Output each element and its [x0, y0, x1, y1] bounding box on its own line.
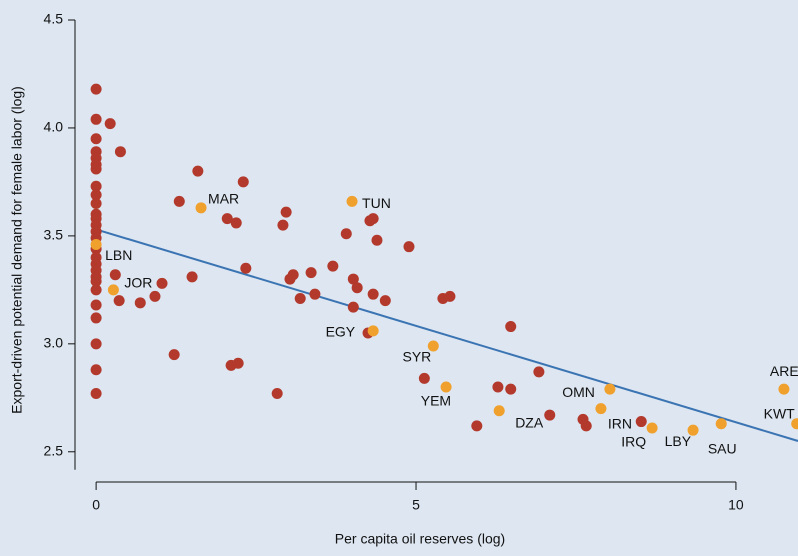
point: [309, 288, 321, 300]
y-tick-label: 4.5: [44, 11, 64, 27]
y-tick-label: 3.5: [44, 227, 64, 243]
point-label: MAR: [208, 191, 239, 207]
point: [149, 290, 161, 302]
point: [240, 262, 252, 274]
point: [340, 228, 352, 240]
point: [114, 146, 126, 158]
point: [294, 292, 306, 304]
point-label: ARE: [770, 363, 798, 379]
point: [186, 271, 198, 283]
point: [604, 383, 616, 395]
point-label: LBN: [105, 247, 132, 263]
point: [287, 269, 299, 281]
point: [403, 241, 415, 253]
point: [232, 357, 244, 369]
point: [367, 288, 379, 300]
point: [90, 299, 102, 311]
point: [379, 295, 391, 307]
point: [168, 349, 180, 361]
point: [221, 213, 233, 225]
point-label: YEM: [421, 393, 451, 409]
point: [90, 312, 102, 324]
point-label: SYR: [403, 349, 432, 365]
point: [595, 403, 607, 415]
point-label: TUN: [362, 195, 391, 211]
point: [505, 383, 517, 395]
point-label: SAU: [708, 440, 737, 456]
point: [347, 273, 359, 285]
point: [471, 420, 483, 432]
point: [715, 418, 727, 430]
point: [90, 133, 102, 145]
point: [544, 409, 556, 421]
point-label: EGY: [326, 324, 356, 340]
point: [367, 213, 379, 225]
point-label: IRN: [608, 415, 632, 431]
point: [440, 381, 452, 393]
point: [107, 284, 119, 296]
point: [134, 297, 146, 309]
point: [230, 217, 242, 229]
point-label: LBY: [665, 433, 692, 449]
point: [580, 420, 592, 432]
y-tick-label: 2.5: [44, 442, 64, 458]
y-tick-label: 4.0: [44, 119, 64, 135]
point: [305, 267, 317, 279]
point: [427, 340, 439, 352]
point: [346, 195, 358, 207]
point: [493, 405, 505, 417]
point: [90, 163, 102, 175]
point: [104, 118, 116, 130]
point: [195, 202, 207, 214]
point: [90, 189, 102, 201]
y-tick-label: 3.0: [44, 335, 64, 351]
point: [90, 83, 102, 95]
point: [351, 282, 363, 294]
point: [280, 206, 292, 218]
point: [90, 275, 102, 287]
point-label: OMN: [562, 384, 595, 400]
point: [371, 234, 383, 246]
point: [492, 381, 504, 393]
point: [90, 364, 102, 376]
y-axis-title: Export-driven potential demand for femal…: [9, 86, 25, 414]
point: [418, 372, 430, 384]
point: [237, 176, 249, 188]
point: [192, 165, 204, 177]
x-axis-title: Per capita oil reserves (log): [335, 531, 505, 547]
point: [113, 295, 125, 307]
point: [367, 325, 379, 337]
x-tick-label: 0: [92, 497, 100, 513]
point: [635, 416, 647, 428]
point-label: JOR: [124, 275, 152, 291]
point-label: IRQ: [621, 434, 646, 450]
x-tick-label: 10: [728, 497, 744, 513]
point: [90, 180, 102, 192]
point: [505, 321, 517, 333]
point: [173, 195, 185, 207]
point: [271, 387, 283, 399]
point: [687, 424, 699, 436]
point-label: DZA: [515, 414, 544, 430]
point: [90, 387, 102, 399]
point: [109, 269, 121, 281]
point: [327, 260, 339, 272]
point: [90, 198, 102, 210]
point: [277, 219, 289, 231]
point: [347, 301, 359, 313]
point: [533, 366, 545, 378]
point: [90, 284, 102, 296]
x-tick-label: 5: [412, 497, 420, 513]
point-label: KWT: [764, 405, 796, 421]
point: [778, 383, 790, 395]
point: [156, 277, 168, 289]
point: [90, 239, 102, 251]
point: [90, 338, 102, 350]
point: [791, 418, 798, 430]
point: [646, 422, 658, 434]
trend-line: [95, 228, 798, 442]
point: [90, 113, 102, 125]
point: [444, 290, 456, 302]
